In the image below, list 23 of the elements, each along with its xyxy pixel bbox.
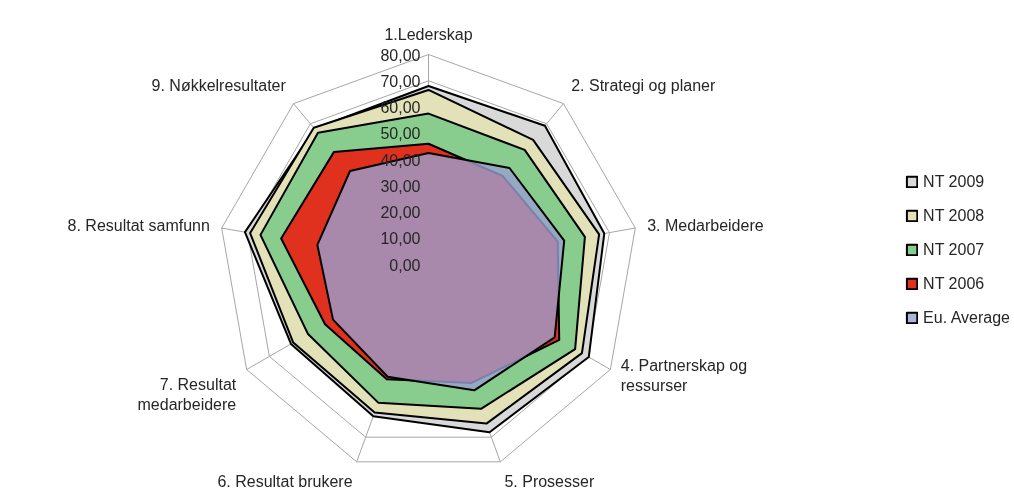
legend-label: NT 2007 — [923, 240, 985, 259]
spoke-label: 2. Strategi og planer — [571, 77, 716, 95]
legend-label: NT 2006 — [923, 274, 985, 293]
y-tick-label: 20,00 — [380, 204, 421, 221]
y-tick-label: 10,00 — [380, 230, 421, 248]
y-tick-label: 30,00 — [380, 177, 421, 195]
y-tick-label: 0,00 — [389, 256, 421, 274]
legend-label: NT 2009 — [923, 172, 985, 191]
spoke-label: 7. Resultat medarbeidere — [137, 375, 237, 413]
spoke-label: 6. Resultat brukere — [217, 473, 353, 491]
spoke-label: 8. Resultat samfunn — [67, 217, 210, 235]
legend-label: Eu. Average — [923, 308, 1010, 327]
y-tick-label: 50,00 — [380, 125, 421, 143]
y-tick-label: 80,00 — [380, 46, 421, 64]
spoke-label: 9. Nøkkelresultater — [151, 77, 287, 95]
y-tick-label: 60,00 — [380, 99, 421, 116]
spoke-label: 3. Medarbeidere — [647, 217, 764, 235]
y-tick-label: 40,00 — [380, 151, 421, 169]
legend-label: NT 2008 — [923, 206, 985, 225]
y-tick-label: 70,00 — [380, 72, 421, 90]
spoke-label: 4. Partnerskap og ressurser — [620, 356, 748, 395]
spoke-label: 1.Lederskap — [384, 25, 473, 43]
spoke-label: 5. Prosesser — [504, 473, 595, 491]
